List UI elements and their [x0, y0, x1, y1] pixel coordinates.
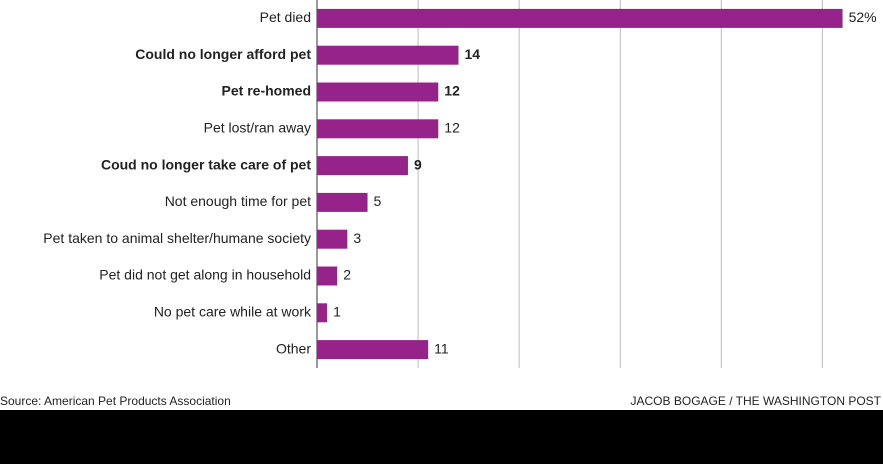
category-label: Other [276, 340, 311, 356]
bar [317, 156, 408, 176]
bar [317, 192, 368, 212]
category-label: Could no longer afford pet [135, 46, 311, 62]
category-label: No pet care while at work [154, 304, 312, 320]
category-label: Coud no longer take care of pet [101, 156, 311, 172]
bar [317, 119, 439, 139]
chart: Source: American Pet Products Associatio… [0, 0, 883, 410]
category-label: Pet re-homed [222, 83, 311, 99]
source: Source: American Pet Products Associatio… [0, 394, 231, 408]
value-label: 1 [333, 304, 341, 320]
value-label: 12 [444, 120, 460, 136]
category-label: Pet did not get along in household [99, 267, 311, 283]
bar [317, 340, 429, 360]
bar [317, 8, 843, 28]
category-label: Not enough time for pet [165, 193, 311, 209]
bar [317, 266, 338, 286]
value-label: 52% [849, 9, 877, 25]
value-label: 5 [374, 193, 382, 209]
category-label: Pet lost/ran away [204, 120, 311, 136]
category-label: Pet died [260, 9, 311, 25]
bar [317, 45, 459, 65]
value-label: 11 [434, 340, 449, 356]
value-label: 9 [414, 156, 422, 172]
category-label: Pet taken to animal shelter/humane socie… [43, 230, 311, 246]
value-label: 3 [353, 230, 361, 246]
value-label: 14 [465, 46, 481, 62]
bar [317, 229, 348, 249]
value-label: 12 [444, 83, 460, 99]
bar [317, 303, 328, 323]
value-label: 2 [343, 267, 351, 283]
bar [317, 82, 439, 102]
credit: JACOB BOGAGE / THE WASHINGTON POST [631, 394, 882, 408]
